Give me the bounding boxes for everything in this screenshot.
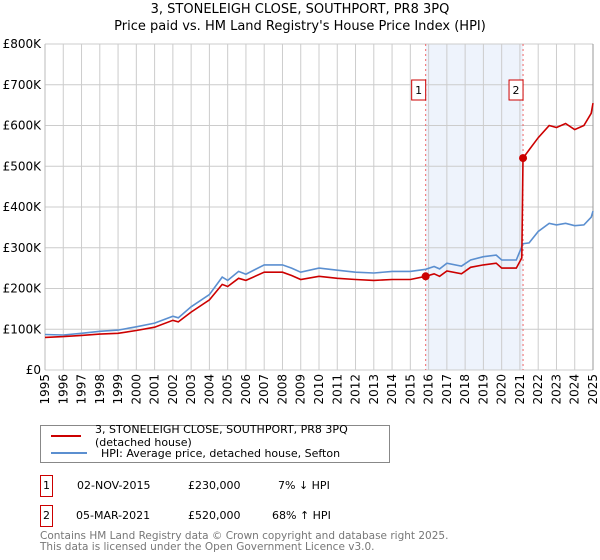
- x-tick-label: 2023: [549, 374, 563, 405]
- legend-item-property: 3, STONELEIGH CLOSE, SOUTHPORT, PR8 3PQ …: [51, 423, 389, 449]
- footer: Contains HM Land Registry data © Crown c…: [40, 531, 448, 553]
- x-tick-label: 2021: [513, 374, 527, 405]
- sale-label: 1: [415, 84, 422, 97]
- x-tick-label: 2012: [349, 374, 363, 405]
- x-tick-label: 2015: [403, 374, 417, 405]
- x-tick-label: 1999: [111, 374, 125, 405]
- x-tick-label: 2007: [257, 374, 271, 405]
- y-tick-label: £500K: [3, 159, 43, 173]
- transaction-badge: 1: [40, 475, 53, 497]
- x-tick-label: 1998: [93, 374, 107, 405]
- transaction-delta: 68% ↑ HPI: [272, 509, 331, 522]
- x-tick-label: 2003: [184, 374, 198, 405]
- transaction-badge: 2: [40, 505, 53, 527]
- x-tick-label: 2001: [148, 374, 162, 405]
- x-tick-label: 2009: [294, 374, 308, 405]
- chart-subtitle: Price paid vs. HM Land Registry's House …: [114, 19, 486, 34]
- x-tick-label: 2005: [221, 374, 235, 405]
- y-tick-label: £0: [26, 363, 41, 377]
- x-tick-label: 2013: [367, 374, 381, 405]
- footer-line: Contains HM Land Registry data © Crown c…: [40, 530, 449, 542]
- y-tick-label: £100K: [3, 322, 43, 336]
- y-tick-label: £400K: [3, 200, 43, 214]
- transaction-price: £520,000: [188, 509, 241, 522]
- y-tick-label: £600K: [3, 119, 43, 133]
- x-tick-label: 1995: [38, 374, 52, 405]
- footer-line: This data is licensed under the Open Gov…: [40, 541, 375, 553]
- sale-label-box: [508, 79, 524, 101]
- sale-point: [421, 272, 430, 281]
- x-tick-label: 2000: [129, 374, 143, 405]
- property-price-line: [44, 102, 594, 339]
- legend: 3, STONELEIGH CLOSE, SOUTHPORT, PR8 3PQ …: [40, 423, 390, 463]
- x-tick-label: 2011: [330, 374, 344, 405]
- y-tick-label: £300K: [3, 241, 43, 255]
- chart-title: 3, STONELEIGH CLOSE, SOUTHPORT, PR8 3PQ: [150, 2, 450, 17]
- y-tick-label: £700K: [3, 78, 43, 92]
- x-tick-label: 2022: [531, 374, 545, 405]
- legend-swatch-red: [51, 435, 81, 437]
- x-tick-label: 2002: [166, 374, 180, 405]
- transaction-row: 2 05-MAR-2021 £520,000 68% ↑ HPI: [40, 505, 440, 527]
- x-tick-label: 2014: [385, 374, 399, 405]
- x-tick-label: 2024: [568, 374, 582, 405]
- sale-point: [519, 154, 528, 163]
- x-tick-label: 2010: [312, 374, 326, 405]
- x-tick-label: 2025: [586, 374, 600, 405]
- x-tick-label: 1996: [56, 374, 70, 405]
- x-tick-label: 2018: [458, 374, 472, 405]
- y-tick-label: £800K: [3, 37, 43, 51]
- legend-swatch-blue: [51, 452, 87, 454]
- sale-label: 2: [513, 84, 520, 97]
- transaction-date: 02-NOV-2015: [77, 479, 151, 492]
- y-tick-label: £200K: [3, 282, 43, 296]
- legend-label: HPI: Average price, detached house, Seft…: [101, 446, 341, 460]
- sale-label-box: [411, 79, 427, 101]
- transaction-row: 1 02-NOV-2015 £230,000 7% ↓ HPI: [40, 475, 440, 497]
- x-tick-label: 2006: [239, 374, 253, 405]
- transaction-price: £230,000: [188, 479, 241, 492]
- x-tick-label: 2020: [495, 374, 509, 405]
- legend-item-hpi: HPI: Average price, detached house, Seft…: [51, 445, 340, 461]
- hpi-line: [44, 210, 594, 336]
- transaction-date: 05-MAR-2021: [76, 509, 151, 522]
- x-tick-label: 2008: [275, 374, 289, 405]
- x-tick-label: 2004: [202, 374, 216, 405]
- transaction-delta: 7% ↓ HPI: [278, 479, 330, 492]
- x-tick-label: 2017: [440, 374, 454, 405]
- x-tick-label: 2019: [476, 374, 490, 405]
- x-tick-label: 1997: [75, 374, 89, 405]
- price-chart: £0 £100K £200K £300K £400K £500K £600K £700K £80…: [3, 37, 600, 405]
- x-tick-label: 2016: [422, 374, 436, 405]
- legend-label: 3, STONELEIGH CLOSE, SOUTHPORT, PR8 3PQ …: [94, 423, 348, 449]
